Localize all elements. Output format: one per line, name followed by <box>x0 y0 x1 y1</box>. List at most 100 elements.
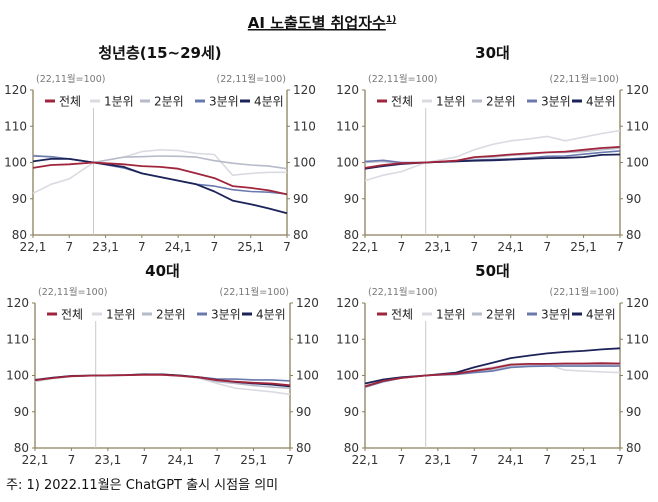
panel-title: 30대 <box>475 44 510 62</box>
legend-label: 4분위 <box>256 308 286 322</box>
unit-label-right: (22,11월=100) <box>550 73 619 85</box>
y-tick-label-right: 100 <box>293 156 316 170</box>
figure-title-text: AI 노출도별 취업자수 <box>248 14 386 32</box>
unit-label-right: (22,11월=100) <box>217 73 286 85</box>
x-tick-label: 25,1 <box>237 240 264 254</box>
x-tick-label: 7 <box>286 453 294 467</box>
x-tick-label: 7 <box>398 240 406 254</box>
y-tick-label-left: 100 <box>6 369 29 383</box>
y-tick-label-right: 100 <box>626 369 649 383</box>
y-tick-label-left: 120 <box>336 296 359 310</box>
unit-label-left: (22,11월=100) <box>368 73 437 85</box>
x-tick-label: 7 <box>213 453 221 467</box>
y-tick-label-right: 120 <box>626 83 649 97</box>
x-tick-label: 7 <box>616 240 624 254</box>
legend-label: 전체 <box>61 308 83 322</box>
legend-label: 1분위 <box>104 95 134 109</box>
unit-label-left: (22,11월=100) <box>368 286 437 298</box>
y-tick-label-right: 120 <box>296 296 319 310</box>
y-tick-label-right: 110 <box>626 119 649 133</box>
x-tick-label: 7 <box>68 453 76 467</box>
y-tick-label-left: 100 <box>336 369 359 383</box>
y-tick-label-left: 100 <box>4 156 27 170</box>
chart-panel: 50대 (22,11월=100) (22,11월=100) 80 80 90 90 100 10… <box>336 262 649 467</box>
y-tick-label-right: 90 <box>296 405 311 419</box>
x-tick-label: 7 <box>543 453 551 467</box>
y-tick-label-left: 90 <box>344 192 359 206</box>
legend-label: 4분위 <box>586 308 616 322</box>
legend-label: 1분위 <box>436 308 466 322</box>
y-tick-label-right: 120 <box>293 83 316 97</box>
y-tick-label-right: 110 <box>296 332 319 346</box>
series-line-4분위 <box>32 157 288 215</box>
x-tick-label: 7 <box>470 240 478 254</box>
series-line-전체 <box>32 161 288 196</box>
x-tick-label: 7 <box>140 453 148 467</box>
y-tick-label-left: 90 <box>14 405 29 419</box>
legend-label: 3분위 <box>541 95 571 109</box>
legend-label: 4분위 <box>254 95 284 109</box>
x-tick-label: 25,1 <box>570 453 597 467</box>
y-tick-label-right: 90 <box>293 192 308 206</box>
y-tick-label-left: 80 <box>12 228 27 242</box>
unit-label-left: (22,11월=100) <box>38 286 107 298</box>
series-line-1분위 <box>364 129 621 182</box>
y-tick-label-right: 110 <box>626 332 649 346</box>
legend-label: 1분위 <box>436 95 466 109</box>
series-line-전체 <box>364 362 621 388</box>
x-tick-label: 7 <box>65 240 73 254</box>
legend-label: 4분위 <box>586 95 616 109</box>
y-tick-label-left: 110 <box>4 119 27 133</box>
x-tick-label: 22,1 <box>22 453 49 467</box>
legend-label: 전체 <box>391 308 413 322</box>
y-tick-label-right: 120 <box>626 296 649 310</box>
y-tick-label-left: 110 <box>6 332 29 346</box>
x-tick-label: 24,1 <box>165 240 192 254</box>
x-tick-label: 24,1 <box>167 453 194 467</box>
x-tick-label: 7 <box>398 453 406 467</box>
panel-title: 청년층(15~29세) <box>98 44 221 62</box>
y-tick-label-right: 90 <box>626 405 641 419</box>
unit-label-right: (22,11월=100) <box>220 286 289 298</box>
x-tick-label: 24,1 <box>497 240 524 254</box>
series-line-전체 <box>34 373 291 387</box>
y-tick-label-left: 110 <box>336 119 359 133</box>
y-tick-label-left: 120 <box>336 83 359 97</box>
y-tick-label-right: 80 <box>296 441 311 455</box>
y-tick-label-left: 90 <box>12 192 27 206</box>
x-tick-label: 7 <box>543 240 551 254</box>
y-tick-label-left: 90 <box>344 405 359 419</box>
legend-label: 1분위 <box>106 308 136 322</box>
figure-title: AI 노출도별 취업자수1) <box>248 14 396 32</box>
x-tick-label: 24,1 <box>497 453 524 467</box>
x-tick-label: 22,1 <box>352 453 379 467</box>
unit-label-left: (22,11월=100) <box>36 73 105 85</box>
x-tick-label: 23,1 <box>424 453 451 467</box>
y-tick-label-right: 100 <box>626 156 649 170</box>
legend-label: 2분위 <box>156 308 186 322</box>
x-tick-label: 7 <box>211 240 219 254</box>
y-tick-label-left: 80 <box>344 228 359 242</box>
y-tick-label-left: 120 <box>6 296 29 310</box>
series-line-1분위 <box>32 149 287 195</box>
chart-panel: 30대 (22,11월=100) (22,11월=100) 80 80 90 90 100 10… <box>336 44 649 254</box>
unit-label-right: (22,11월=100) <box>550 286 619 298</box>
legend-label: 2분위 <box>486 95 516 109</box>
y-tick-label-right: 80 <box>626 228 641 242</box>
y-tick-label-right: 100 <box>296 369 319 383</box>
x-tick-label: 7 <box>283 240 291 254</box>
y-tick-label-left: 80 <box>14 441 29 455</box>
series-line-1분위 <box>34 373 291 396</box>
x-tick-label: 7 <box>616 453 624 467</box>
y-tick-label-right: 110 <box>293 119 316 133</box>
x-tick-label: 7 <box>138 240 146 254</box>
y-tick-label-left: 120 <box>4 83 27 97</box>
figure-title-superscript: 1) <box>386 15 396 25</box>
x-tick-label: 22,1 <box>20 240 47 254</box>
x-tick-label: 23,1 <box>424 240 451 254</box>
x-tick-label: 25,1 <box>240 453 267 467</box>
panel-title: 40대 <box>145 262 180 280</box>
legend-label: 3분위 <box>541 308 571 322</box>
y-tick-label-right: 80 <box>626 441 641 455</box>
